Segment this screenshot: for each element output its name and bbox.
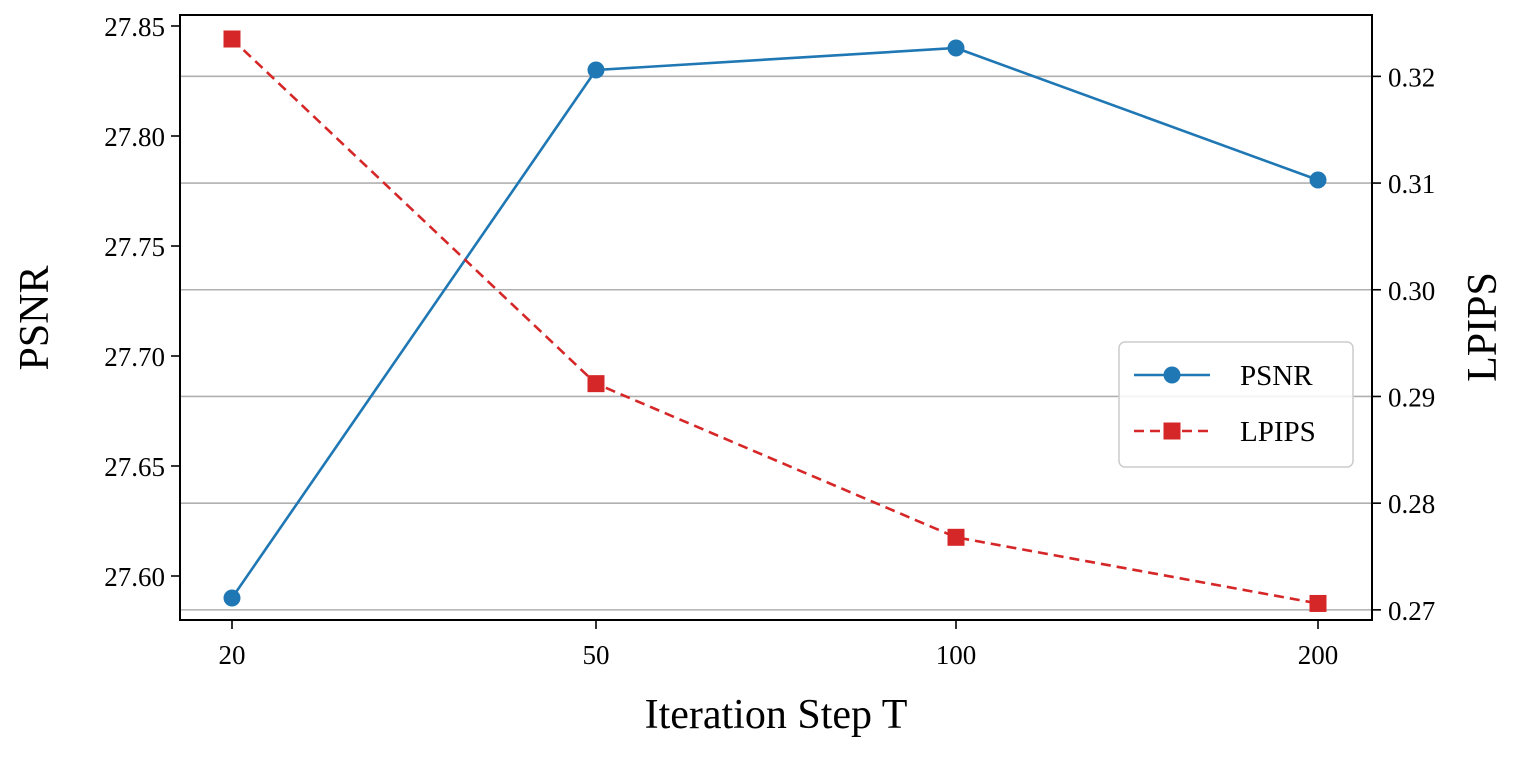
x-tick-label: 50 — [583, 640, 610, 670]
legend-item-lpips: LPIPS — [1134, 416, 1316, 448]
legend-label: PSNR — [1240, 360, 1313, 392]
y-axis-title-left: PSNR — [12, 265, 58, 370]
point-lpips-200 — [1309, 594, 1327, 612]
left-tick-label: 27.60 — [104, 562, 165, 592]
point-lpips-100 — [947, 528, 965, 546]
right-tick-label: 0.31 — [1388, 169, 1435, 199]
point-lpips-20 — [223, 30, 241, 48]
right-tick-label: 0.30 — [1388, 276, 1435, 306]
point-psnr-50 — [587, 61, 605, 79]
right-tick-label: 0.29 — [1388, 382, 1435, 412]
x-tick-label: 100 — [936, 640, 977, 670]
point-lpips-50 — [587, 375, 605, 393]
x-axis-title: Iteration Step T — [645, 692, 908, 738]
point-psnr-20 — [223, 589, 241, 607]
x-tick-label: 200 — [1298, 640, 1339, 670]
x-tick-label: 20 — [219, 640, 246, 670]
right-tick-label: 0.28 — [1388, 489, 1435, 519]
left-axis: 27.60 27.65 27.70 27.75 27.80 27.85 — [104, 12, 180, 592]
plot-frame — [179, 14, 1373, 621]
series-layer — [223, 30, 1327, 612]
left-tick-label: 27.75 — [104, 232, 165, 262]
series-line-psnr — [230, 46, 1319, 599]
left-tick-label: 27.85 — [104, 12, 165, 42]
legend-marker — [1163, 366, 1181, 384]
legend: PSNR LPIPS — [1118, 341, 1354, 468]
point-psnr-200 — [1309, 171, 1327, 189]
y-axis-title-right: LPIPS — [1460, 272, 1506, 382]
legend-marker — [1163, 422, 1181, 440]
x-axis: 20 50 100 200 — [219, 620, 1339, 670]
legend-label: LPIPS — [1240, 416, 1316, 448]
series-line-lpips — [231, 38, 1319, 605]
left-tick-label: 27.70 — [104, 342, 165, 372]
right-axis: 0.27 0.28 0.29 0.30 0.31 0.32 — [1372, 62, 1435, 626]
left-tick-label: 27.65 — [104, 452, 165, 482]
legend-box — [1118, 341, 1354, 468]
right-tick-label: 0.27 — [1388, 596, 1435, 626]
left-tick-label: 27.80 — [104, 122, 165, 152]
grid-lines — [180, 75, 1372, 611]
point-psnr-100 — [947, 39, 965, 57]
legend-item-psnr: PSNR — [1134, 360, 1313, 392]
right-tick-label: 0.32 — [1388, 62, 1435, 92]
